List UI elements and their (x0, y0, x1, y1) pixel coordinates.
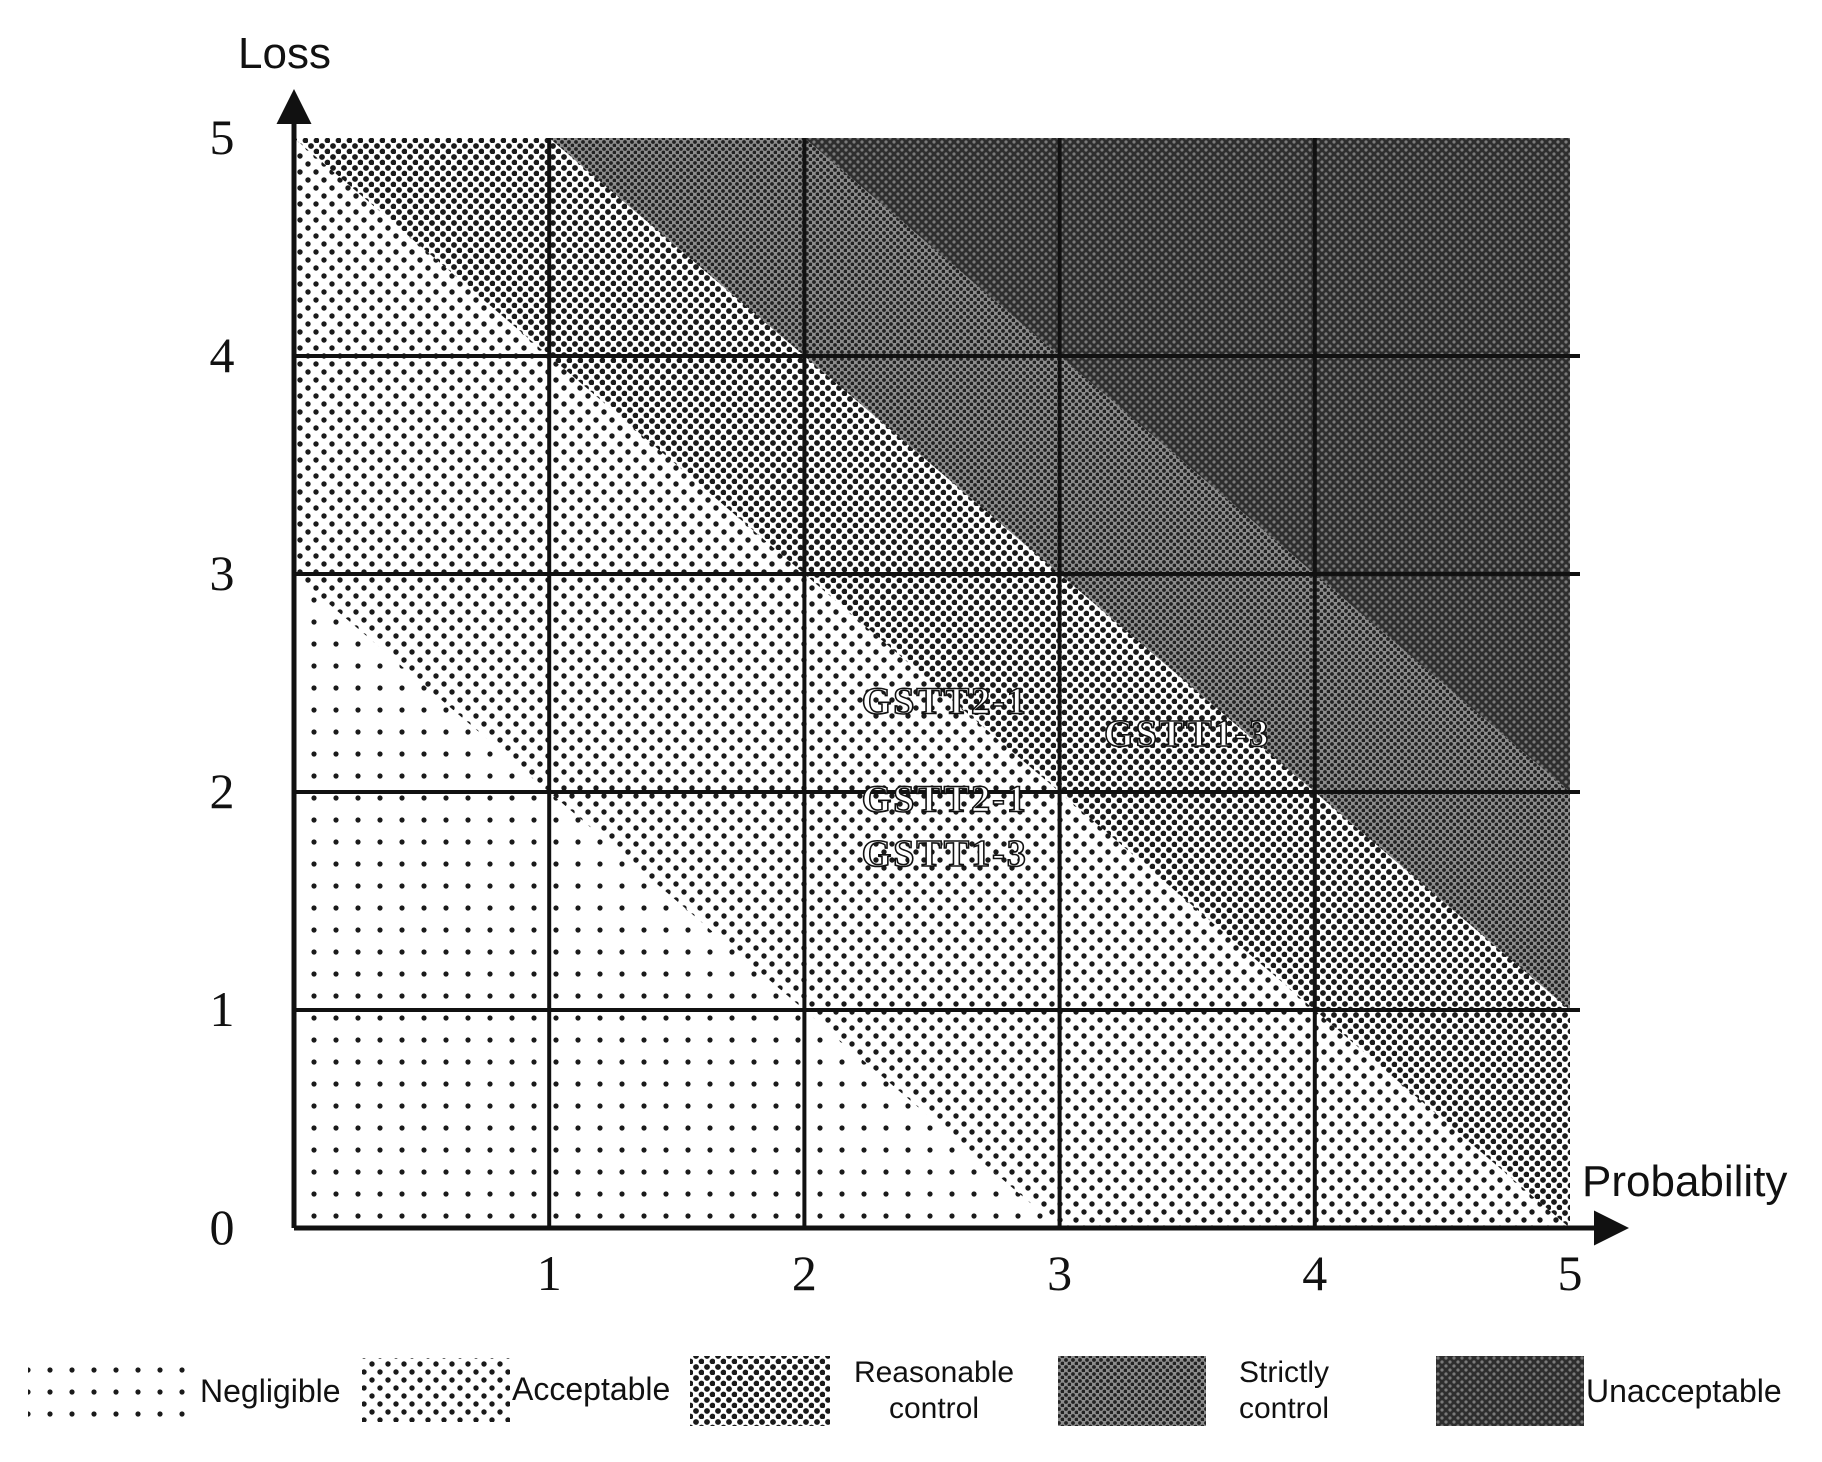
legend-label-reasonable-line1: Reasonable (854, 1356, 1014, 1389)
annotation-label: GSTT2-1 (862, 779, 1028, 821)
annotation-label: GSTT2-1 (862, 681, 1028, 723)
y-axis-title: Loss (238, 29, 331, 78)
grid-lines (294, 138, 1580, 1228)
legend-swatch-negligible (28, 1358, 188, 1422)
legend-swatch-unacceptable (1436, 1356, 1584, 1426)
annotations: GSTT2-1 GSTT1-3 GSTT2-1 GSTT1-3 (861, 680, 1270, 876)
legend-label-unacceptable: Unacceptable (1586, 1373, 1782, 1409)
x-tick-label: 2 (792, 1245, 817, 1301)
y-tick-label: 3 (210, 545, 235, 601)
legend-label-strictly-line2: control (1239, 1392, 1329, 1425)
zone-unacceptable (804, 138, 1570, 792)
axes (276, 89, 1629, 1246)
x-axis-title: Probability (1582, 1157, 1787, 1206)
x-tick-label: 3 (1047, 1245, 1072, 1301)
x-tick-label: 1 (537, 1245, 562, 1301)
legend-label-negligible: Negligible (200, 1373, 341, 1409)
legend-swatch-strictly-control (1058, 1356, 1206, 1426)
y-tick-label: 2 (210, 763, 235, 819)
annotation-label: GSTT1-3 (1104, 713, 1270, 755)
legend-label-acceptable: Acceptable (512, 1371, 670, 1407)
y-tick-label: 5 (210, 109, 235, 165)
annotation-label: GSTT1-3 (862, 833, 1028, 875)
legend: Negligible Acceptable Reasonable control… (28, 1356, 1782, 1426)
y-tick-label: 1 (210, 981, 235, 1037)
x-tick-label: 4 (1302, 1245, 1327, 1301)
legend-label-strictly-line1: Strictly (1239, 1356, 1329, 1389)
y-tick-label: 0 (210, 1199, 235, 1255)
tick-labels: 0 1 2 3 4 5 1 2 3 4 5 (210, 109, 1583, 1301)
zone-reasonable-control (294, 138, 1570, 1228)
legend-swatch-acceptable (362, 1358, 510, 1422)
legend-swatch-reasonable-control (690, 1356, 830, 1426)
x-tick-label: 5 (1558, 1245, 1583, 1301)
y-tick-label: 4 (210, 327, 235, 383)
legend-label-reasonable-line2: control (889, 1392, 979, 1425)
